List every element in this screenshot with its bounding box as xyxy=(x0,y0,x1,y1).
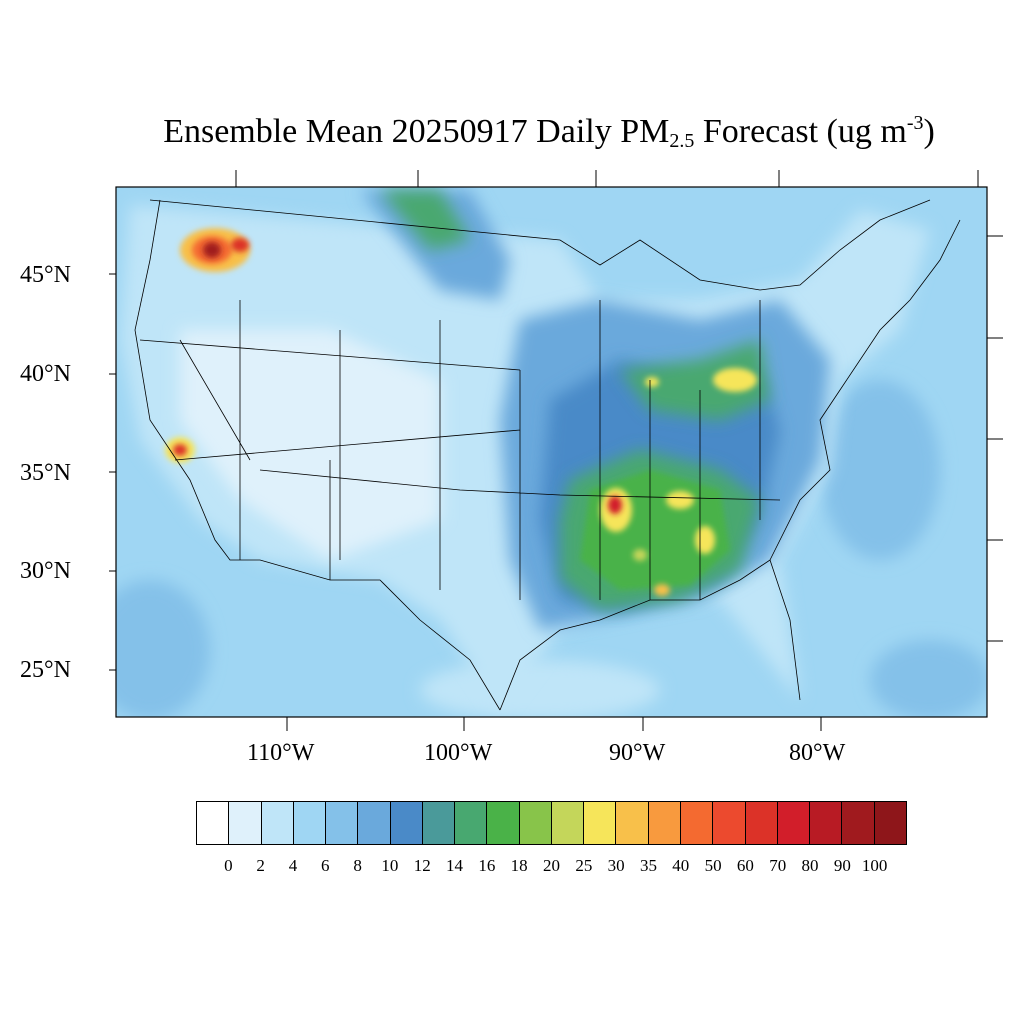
colorbar xyxy=(196,801,907,845)
colorbar-cell xyxy=(293,802,327,844)
colorbar-cell xyxy=(551,802,585,844)
colorbar-label: 25 xyxy=(575,856,593,875)
colorbar-label: 50 xyxy=(704,856,722,875)
colorbar-cell xyxy=(390,802,423,844)
colorbar-label: 0 xyxy=(224,856,233,875)
colorbar-cell xyxy=(422,802,456,844)
lat-label-25: 25°N xyxy=(20,657,71,683)
colorbar-label: 10 xyxy=(381,856,399,875)
colorbar-label: 35 xyxy=(639,856,657,875)
colorbar-cell xyxy=(326,802,359,844)
hotspot-california xyxy=(165,437,195,463)
colorbar-label: 40 xyxy=(672,856,690,875)
colorbar-cell xyxy=(616,802,649,844)
colorbar-label: 70 xyxy=(769,856,787,875)
colorbar-cell xyxy=(648,802,681,844)
map-field xyxy=(116,187,987,717)
colorbar-label: 20 xyxy=(543,856,560,875)
colorbar-label: 100 xyxy=(861,856,888,875)
colorbar-label: 16 xyxy=(478,856,496,875)
chart-title: Ensemble Mean 20250917 Daily PM2.5 Forec… xyxy=(163,112,935,152)
colorbar-cell xyxy=(519,802,552,844)
hotspot-mississippi xyxy=(600,488,632,532)
hotspot-idaho xyxy=(180,228,250,272)
lon-label-90w: 90°W xyxy=(609,740,666,766)
tick-marks xyxy=(109,170,1003,731)
map-frame xyxy=(115,186,988,718)
lat-label-30: 30°N xyxy=(20,558,71,584)
colorbar-cell xyxy=(229,802,262,844)
colorbar-label: 60 xyxy=(736,856,754,875)
colorbar-cell xyxy=(810,802,843,844)
lon-label-80w: 80°W xyxy=(789,740,846,766)
colorbar-cell xyxy=(842,802,875,844)
lat-label-40: 40°N xyxy=(20,361,71,387)
colorbar-cell xyxy=(487,802,520,844)
colorbar-label: 80 xyxy=(801,856,819,875)
colorbar-label: 8 xyxy=(353,856,362,875)
colorbar-cell xyxy=(261,802,294,844)
colorbar-cell xyxy=(358,802,391,844)
colorbar-label: 2 xyxy=(256,856,265,875)
colorbar-label: 4 xyxy=(288,856,298,875)
colorbar-cell xyxy=(777,802,811,844)
colorbar-label: 14 xyxy=(446,856,464,875)
colorbar-label: 30 xyxy=(607,856,625,875)
colorbar-cell xyxy=(584,802,617,844)
lat-label-45: 45°N xyxy=(20,262,71,288)
colorbar-cell xyxy=(455,802,488,844)
colorbar-label: 6 xyxy=(321,856,330,875)
colorbar-cell xyxy=(197,802,230,844)
boundaries xyxy=(134,199,961,711)
colorbar-cell xyxy=(680,802,714,844)
lon-label-100w: 100°W xyxy=(424,740,493,766)
colorbar-label: 90 xyxy=(833,856,851,875)
colorbar-cell xyxy=(874,802,906,844)
colorbar-label: 12 xyxy=(413,856,431,875)
lon-label-110w: 110°W xyxy=(247,740,315,766)
colorbar-label: 18 xyxy=(510,856,528,875)
colorbar-cell xyxy=(745,802,778,844)
lat-label-35: 35°N xyxy=(20,460,71,486)
colorbar-cell xyxy=(713,802,746,844)
